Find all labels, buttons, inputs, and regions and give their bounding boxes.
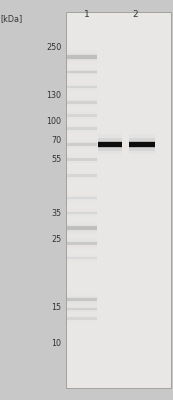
Bar [67, 314, 97, 323]
Bar [67, 208, 97, 218]
Bar [67, 237, 97, 249]
Bar [67, 127, 97, 130]
Bar [67, 69, 97, 75]
Bar [67, 124, 97, 134]
Bar [67, 158, 97, 161]
Text: 55: 55 [51, 156, 61, 164]
Bar [98, 134, 122, 154]
Bar [67, 240, 97, 247]
Bar [67, 196, 97, 200]
Bar [66, 12, 171, 388]
Bar [67, 174, 97, 177]
Bar [67, 172, 97, 179]
Bar [67, 210, 97, 216]
Text: 15: 15 [51, 304, 61, 312]
Text: 1: 1 [84, 10, 89, 19]
Bar [67, 126, 97, 132]
Bar [67, 99, 97, 106]
Bar [67, 293, 97, 306]
Bar [67, 158, 97, 161]
Bar [67, 224, 97, 232]
Bar [67, 317, 97, 320]
Bar [129, 142, 155, 147]
Text: 2: 2 [132, 10, 138, 19]
Bar [67, 257, 97, 259]
Bar [129, 134, 155, 154]
Bar [67, 194, 97, 202]
Text: 250: 250 [46, 44, 61, 52]
Bar [67, 308, 97, 310]
Bar [67, 296, 97, 304]
Bar [98, 142, 122, 147]
Bar [67, 254, 97, 263]
Bar [67, 257, 97, 260]
Bar [67, 112, 97, 118]
Bar [67, 100, 97, 104]
Bar [67, 54, 97, 60]
Bar [67, 306, 97, 312]
Bar [67, 55, 97, 59]
Bar [67, 226, 97, 231]
Text: 35: 35 [51, 210, 61, 218]
Bar [67, 84, 97, 90]
Bar [67, 197, 97, 199]
Text: 10: 10 [51, 340, 61, 348]
Bar [67, 212, 97, 214]
Bar [67, 211, 97, 215]
Text: [kDa]: [kDa] [0, 14, 22, 23]
Bar [67, 316, 97, 321]
Bar [67, 256, 97, 261]
Bar [67, 141, 97, 148]
Bar [67, 142, 97, 146]
Bar [67, 242, 97, 245]
Bar [67, 307, 97, 311]
Bar [67, 174, 97, 178]
Bar [67, 97, 97, 108]
Text: 130: 130 [46, 92, 61, 100]
Bar [67, 170, 97, 180]
Bar [67, 67, 97, 77]
Bar [67, 82, 97, 92]
Bar [67, 110, 97, 120]
Bar [67, 53, 97, 62]
Bar [98, 141, 122, 148]
Text: 25: 25 [51, 236, 61, 244]
Bar [67, 297, 97, 302]
Bar [67, 156, 97, 162]
Bar [67, 70, 97, 74]
Bar [67, 85, 97, 89]
Text: 70: 70 [51, 136, 61, 145]
Bar [67, 71, 97, 74]
Bar [67, 114, 97, 117]
Bar [67, 195, 97, 201]
Bar [67, 50, 97, 64]
Bar [67, 143, 97, 146]
Bar [67, 114, 97, 117]
Bar [67, 139, 97, 150]
Text: 100: 100 [46, 118, 61, 126]
Bar [67, 304, 97, 314]
Bar [129, 141, 155, 148]
Bar [98, 138, 122, 151]
Bar [67, 226, 97, 230]
Bar [67, 241, 97, 246]
Bar [67, 298, 97, 301]
Bar [67, 154, 97, 164]
Bar [67, 101, 97, 104]
Bar [67, 221, 97, 235]
Bar [129, 138, 155, 151]
Bar [67, 317, 97, 320]
Bar [67, 86, 97, 88]
Bar [67, 127, 97, 130]
